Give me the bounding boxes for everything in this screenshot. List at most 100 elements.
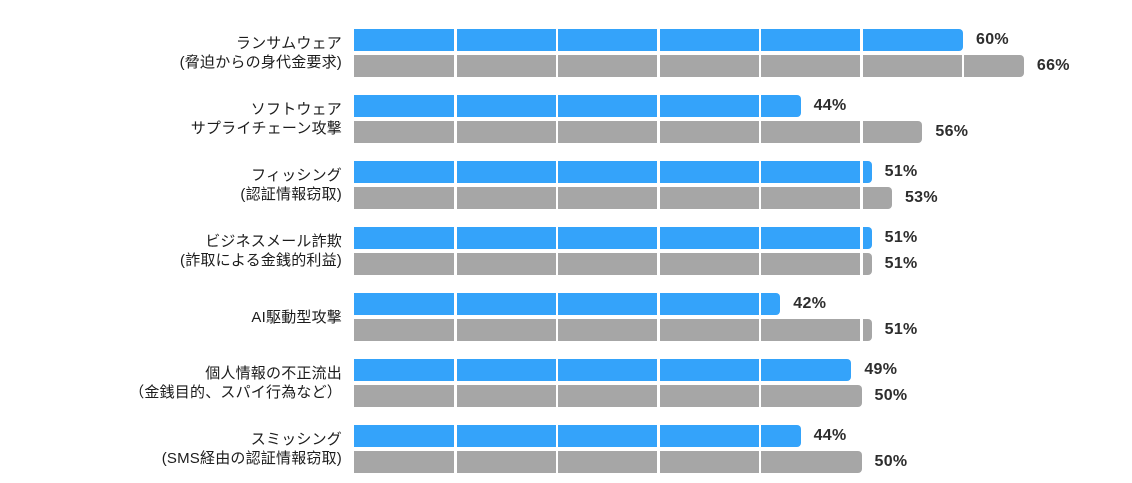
bar-primary-blue (354, 95, 801, 117)
segment-divider (555, 161, 559, 183)
segment-divider (454, 29, 457, 51)
bar-line-secondary: 56% (354, 121, 1132, 143)
bar-line-primary: 51% (354, 227, 1132, 249)
segment-divider (454, 187, 457, 209)
category-label-line: サプライチェーン攻撃 (190, 120, 342, 137)
segment-divider (657, 359, 660, 381)
value-label-primary: 44% (813, 97, 847, 114)
chart-row: ビジネスメール詐欺 (詐取による金銭的利益) 51% 51% (0, 227, 1132, 275)
category-label-line: スミッシング (250, 431, 342, 448)
segment-divider (454, 253, 457, 275)
value-label-secondary: 50% (874, 453, 908, 470)
value-label-secondary: 50% (874, 387, 908, 404)
segment-divider (758, 293, 762, 315)
category-label-line: (SMS経由の認証情報窃取) (161, 450, 342, 467)
segment-divider (860, 161, 863, 183)
segment-divider (555, 385, 559, 407)
segment-divider (758, 425, 762, 447)
bar-line-secondary: 51% (354, 253, 1132, 275)
grouped-horizontal-bar-chart: ランサムウェア (脅迫からの身代金要求) 60% 66% ソフトウェアサプライチェ… (0, 29, 1132, 473)
value-label-primary: 49% (864, 361, 898, 378)
chart-row: スミッシング (SMS経由の認証情報窃取) 44% 50% (0, 425, 1132, 473)
category-label-line: フィッシング (251, 167, 342, 184)
bar-secondary-gray (354, 55, 1024, 77)
segment-divider (454, 319, 457, 341)
value-label-secondary: 66% (1036, 57, 1070, 74)
category-label-line: (認証情報窃取) (240, 186, 342, 203)
value-label-primary: 60% (976, 31, 1009, 48)
segment-divider (860, 55, 863, 77)
segment-divider (657, 451, 660, 473)
chart-row: フィッシング (認証情報窃取) 51% 53% (0, 161, 1132, 209)
category-label-line: AI駆動型攻撃 (251, 308, 342, 326)
segment-divider (555, 359, 559, 381)
segment-divider (961, 55, 965, 77)
chart-row: ソフトウェアサプライチェーン攻撃 44% 56% (0, 95, 1132, 143)
segment-divider (758, 29, 762, 51)
bar-line-secondary: 53% (354, 187, 1132, 209)
bar-secondary-gray (354, 121, 923, 143)
category-label-line: (詐取による金銭的利益) (180, 252, 342, 269)
segment-divider (555, 451, 559, 473)
segment-divider (860, 227, 863, 249)
bar-primary-blue (354, 161, 872, 183)
segment-divider (758, 121, 762, 143)
bar-line-secondary: 50% (354, 385, 1132, 407)
segment-divider (454, 293, 457, 315)
segment-divider (758, 319, 762, 341)
bar-secondary-gray (354, 253, 872, 275)
segment-divider (454, 121, 457, 143)
segment-divider (657, 385, 660, 407)
category-label: スミッシング (SMS経由の認証情報窃取) (0, 425, 354, 473)
segment-divider (860, 319, 863, 341)
value-label-secondary: 56% (935, 123, 969, 140)
category-label: ソフトウェアサプライチェーン攻撃 (0, 95, 354, 143)
category-label-line: (脅迫からの身代金要求) (179, 54, 342, 71)
bar-pair: 44% 50% (354, 425, 1132, 473)
bar-line-primary: 44% (354, 425, 1132, 447)
segment-divider (555, 425, 559, 447)
category-label-line: ソフトウェア (250, 101, 342, 118)
bar-line-primary: 49% (354, 359, 1132, 381)
bar-line-secondary: 50% (354, 451, 1132, 473)
segment-divider (657, 55, 660, 77)
bar-line-secondary: 51% (354, 319, 1132, 341)
category-label-line: 個人情報の不正流出 (205, 365, 342, 382)
segment-divider (555, 55, 559, 77)
segment-divider (758, 385, 762, 407)
segment-divider (657, 161, 660, 183)
segment-divider (555, 319, 559, 341)
segment-divider (860, 253, 863, 275)
value-label-primary: 42% (793, 295, 827, 312)
category-label: ビジネスメール詐欺 (詐取による金銭的利益) (0, 227, 354, 275)
chart-row: AI駆動型攻撃 42% 51% (0, 293, 1132, 341)
segment-divider (555, 293, 559, 315)
bar-line-primary: 44% (354, 95, 1132, 117)
segment-divider (758, 55, 762, 77)
category-label: ランサムウェア (脅迫からの身代金要求) (0, 29, 354, 77)
segment-divider (454, 359, 457, 381)
bar-pair: 51% 53% (354, 161, 1132, 209)
bar-primary-blue (354, 227, 872, 249)
bar-secondary-gray (354, 385, 862, 407)
segment-divider (758, 95, 762, 117)
segment-divider (758, 161, 762, 183)
category-label-line: ビジネスメール詐欺 (205, 233, 342, 250)
segment-divider (454, 227, 457, 249)
value-label-secondary: 53% (904, 189, 938, 206)
segment-divider (860, 187, 863, 209)
segment-divider (758, 253, 762, 275)
segment-divider (555, 121, 559, 143)
value-label-primary: 51% (884, 163, 918, 180)
bar-pair: 49% 50% (354, 359, 1132, 407)
bar-primary-blue (354, 293, 781, 315)
bar-pair: 42% 51% (354, 293, 1132, 341)
category-label-line: ランサムウェア (235, 35, 342, 52)
bar-pair: 51% 51% (354, 227, 1132, 275)
category-label: フィッシング (認証情報窃取) (0, 161, 354, 209)
segment-divider (657, 227, 660, 249)
segment-divider (860, 121, 863, 143)
chart-row: ランサムウェア (脅迫からの身代金要求) 60% 66% (0, 29, 1132, 77)
bar-line-primary: 51% (354, 161, 1132, 183)
segment-divider (657, 29, 660, 51)
